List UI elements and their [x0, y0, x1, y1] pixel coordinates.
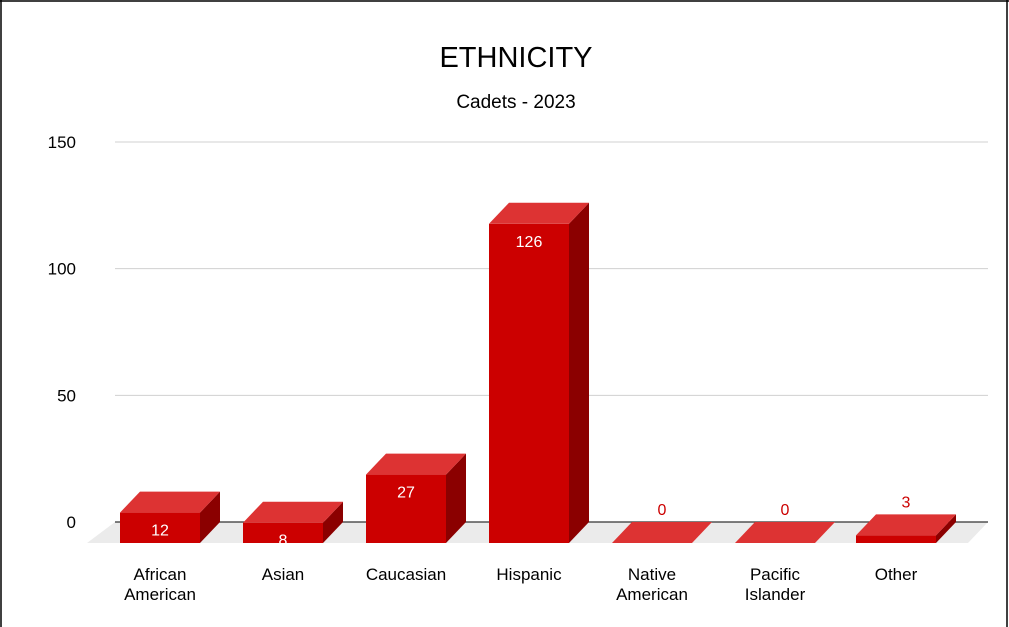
bar-front	[366, 474, 446, 543]
bar-side	[323, 501, 343, 543]
data-labels: 12 8 27 126 0 0 3	[151, 234, 910, 550]
x-tick-label: Other	[875, 565, 918, 584]
data-label: 3	[902, 494, 911, 511]
bar	[489, 202, 589, 544]
bar	[243, 501, 343, 543]
x-tick-label: Asian	[262, 565, 305, 584]
x-tick-label: American	[616, 585, 688, 604]
x-tick-label: Islander	[745, 585, 806, 604]
y-tick-label: 50	[57, 386, 76, 405]
bar	[856, 514, 956, 543]
bar-top	[120, 491, 220, 513]
data-label: 27	[397, 485, 415, 502]
bar-side	[569, 202, 589, 544]
y-axis-ticks: 0 50 100 150	[48, 133, 76, 532]
bar-side	[200, 491, 220, 543]
x-tick-label: Hispanic	[496, 565, 562, 584]
bar-front	[489, 223, 569, 544]
bar-side	[936, 514, 956, 543]
bar	[366, 453, 466, 543]
x-tick-label: Native	[628, 565, 676, 584]
data-label: 0	[658, 502, 667, 519]
x-tick-label: American	[124, 585, 196, 604]
bar	[612, 522, 712, 543]
bar-side	[446, 453, 466, 543]
bar	[120, 491, 220, 543]
x-tick-label: Pacific	[750, 565, 801, 584]
x-tick-label: Caucasian	[366, 565, 446, 584]
data-label: 0	[781, 502, 790, 519]
data-label: 8	[279, 533, 288, 550]
bar-top	[366, 453, 466, 475]
bar-top	[243, 501, 343, 523]
bars	[120, 202, 956, 544]
bar-front	[856, 535, 936, 543]
y-tick-label: 150	[48, 133, 76, 152]
bar-top	[856, 514, 956, 536]
bar-front	[120, 512, 200, 543]
chart-title: ETHNICITY	[439, 42, 592, 74]
data-label: 12	[151, 523, 169, 540]
bar	[735, 522, 835, 543]
data-label: 126	[516, 234, 543, 251]
y-tick-label: 100	[48, 260, 76, 279]
bar-top	[489, 202, 589, 224]
bar-top	[735, 522, 835, 543]
y-tick-label: 0	[67, 513, 76, 532]
chart-subtitle: Cadets - 2023	[456, 92, 575, 113]
bar-front	[243, 522, 323, 543]
bar-top	[612, 522, 712, 543]
x-tick-label: African	[134, 565, 187, 584]
